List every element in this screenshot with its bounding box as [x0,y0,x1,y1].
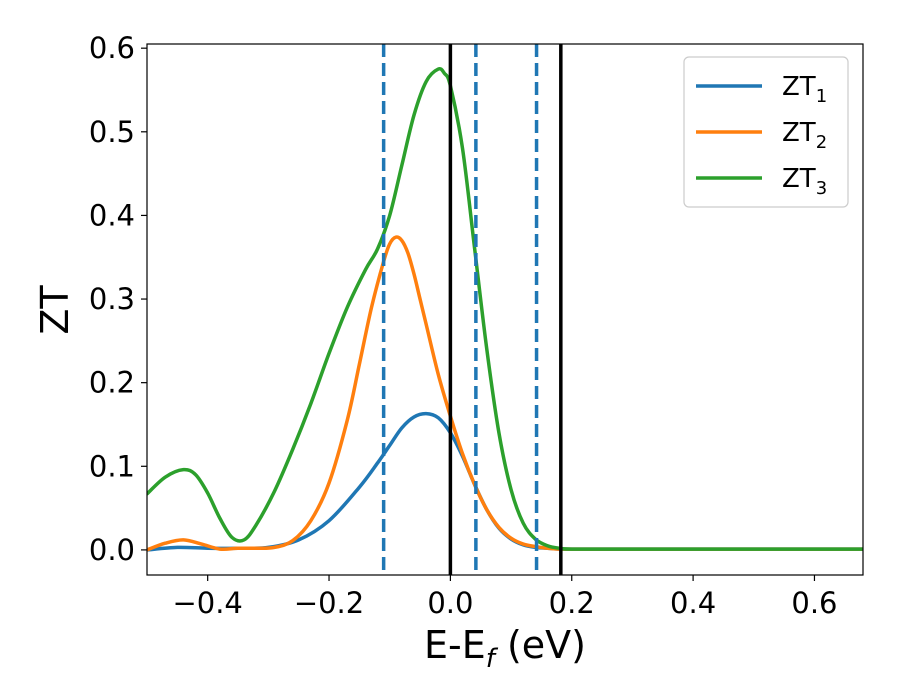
x-axis-ticks: −0.4 −0.2 0.0 0.2 0.4 0.6 [172,575,838,620]
y-axis-ticks: 0.0 0.1 0.2 0.3 0.4 0.5 0.6 [89,31,147,567]
legend-label-zt1: ZT1 [782,72,827,107]
x-tick-label: −0.4 [172,586,242,620]
y-tick-label: 0.5 [89,115,135,149]
legend-label-zt3: ZT3 [782,164,827,199]
legend-label-zt2: ZT2 [782,118,827,153]
y-tick-label: 0.4 [89,198,135,232]
x-axis-title: E-Ef (eV) [424,623,586,674]
x-tick-label: 0.4 [670,586,716,620]
series-line-zt3 [147,67,863,551]
legend: ZT1 ZT2 ZT3 [683,56,849,208]
y-tick-label: 0.2 [89,366,135,400]
y-tick-label: 0.0 [89,533,135,567]
series-line-zt2 [147,235,863,552]
x-tick-label: −0.2 [294,586,364,620]
x-tick-label: 0.0 [427,586,473,620]
series-layer [147,67,863,552]
y-tick-label: 0.6 [89,31,135,65]
y-tick-label: 0.3 [89,282,135,316]
x-tick-label: 0.6 [791,586,837,620]
y-axis-title: ZT [33,285,77,335]
plot-frame [146,43,864,576]
y-tick-label: 0.1 [89,449,135,483]
vertical-lines [381,44,563,575]
legend-box [683,56,849,208]
x-tick-label: 0.2 [549,586,595,620]
